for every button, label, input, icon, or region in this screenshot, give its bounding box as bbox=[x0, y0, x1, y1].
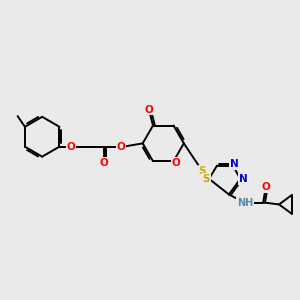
Text: S: S bbox=[199, 166, 206, 176]
Text: O: O bbox=[145, 105, 153, 115]
Text: N: N bbox=[230, 159, 239, 169]
Text: O: O bbox=[172, 158, 181, 168]
Text: O: O bbox=[261, 182, 270, 192]
Text: NH: NH bbox=[237, 198, 253, 208]
Text: O: O bbox=[116, 142, 125, 152]
Text: N: N bbox=[238, 174, 247, 184]
Text: O: O bbox=[67, 142, 75, 152]
Text: O: O bbox=[100, 158, 109, 168]
Text: S: S bbox=[203, 174, 210, 184]
